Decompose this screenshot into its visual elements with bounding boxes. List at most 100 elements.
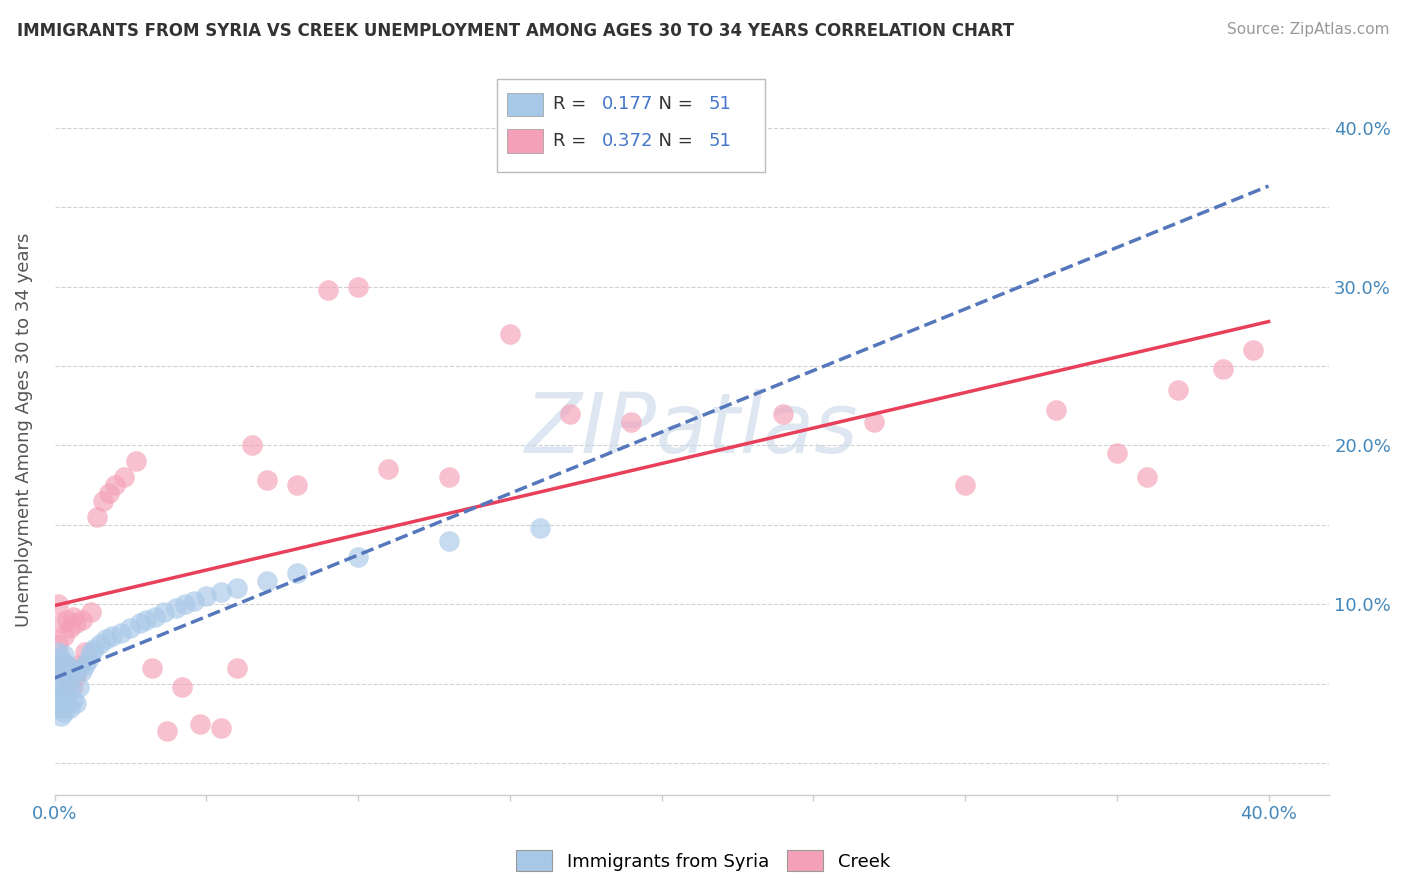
Point xyxy=(188,716,211,731)
Point xyxy=(65,664,87,678)
Point xyxy=(225,661,247,675)
Point xyxy=(49,692,72,706)
Point xyxy=(953,478,976,492)
Point xyxy=(80,605,103,619)
Point xyxy=(183,594,205,608)
Point xyxy=(65,696,87,710)
Point xyxy=(560,407,582,421)
Point xyxy=(46,677,69,691)
Point xyxy=(1166,383,1188,397)
Point xyxy=(49,664,72,678)
Point xyxy=(62,692,84,706)
Text: Source: ZipAtlas.com: Source: ZipAtlas.com xyxy=(1226,22,1389,37)
Point xyxy=(46,664,69,678)
Point xyxy=(285,478,308,492)
Point xyxy=(55,677,77,691)
Point xyxy=(170,680,193,694)
Point xyxy=(55,696,77,710)
Point xyxy=(1212,362,1234,376)
Point xyxy=(98,486,121,500)
Point xyxy=(86,510,108,524)
Point xyxy=(65,669,87,683)
Point xyxy=(211,584,233,599)
Point xyxy=(89,637,111,651)
Point xyxy=(110,626,132,640)
Point xyxy=(49,677,72,691)
Point xyxy=(863,415,886,429)
Point xyxy=(437,533,460,548)
Point xyxy=(347,279,370,293)
Point xyxy=(62,680,84,694)
Point xyxy=(620,415,643,429)
Point xyxy=(156,724,179,739)
Text: R =: R = xyxy=(553,132,592,150)
Text: 51: 51 xyxy=(709,95,731,113)
Point xyxy=(59,661,82,675)
Point xyxy=(73,645,96,659)
Text: ZIPatlas: ZIPatlas xyxy=(524,389,859,470)
Point xyxy=(77,653,100,667)
Point xyxy=(225,582,247,596)
Point xyxy=(55,677,77,691)
Point xyxy=(195,590,218,604)
Point xyxy=(55,657,77,672)
Point xyxy=(52,685,75,699)
Point xyxy=(377,462,399,476)
Point xyxy=(211,722,233,736)
Point xyxy=(1241,343,1264,357)
Point xyxy=(52,706,75,720)
Point xyxy=(1045,403,1067,417)
Text: IMMIGRANTS FROM SYRIA VS CREEK UNEMPLOYMENT AMONG AGES 30 TO 34 YEARS CORRELATIO: IMMIGRANTS FROM SYRIA VS CREEK UNEMPLOYM… xyxy=(17,22,1014,40)
Point xyxy=(59,621,82,635)
Point xyxy=(62,664,84,678)
Point xyxy=(772,407,794,421)
Point xyxy=(73,657,96,672)
Point xyxy=(529,521,551,535)
Point xyxy=(62,610,84,624)
Point xyxy=(240,438,263,452)
Text: 51: 51 xyxy=(709,132,731,150)
Point xyxy=(52,648,75,663)
Point xyxy=(285,566,308,580)
Point xyxy=(59,680,82,694)
Point xyxy=(499,327,522,342)
Point xyxy=(55,613,77,627)
Point xyxy=(46,700,69,714)
Point xyxy=(46,645,69,659)
Text: N =: N = xyxy=(647,95,699,113)
Point xyxy=(174,598,197,612)
Text: N =: N = xyxy=(647,132,699,150)
Point xyxy=(143,610,166,624)
Point xyxy=(59,661,82,675)
Point xyxy=(52,629,75,643)
Point xyxy=(104,478,127,492)
Point xyxy=(256,474,278,488)
Point xyxy=(67,680,90,694)
Point xyxy=(681,147,703,161)
Point xyxy=(65,616,87,631)
Point xyxy=(49,616,72,631)
Point xyxy=(256,574,278,588)
Point xyxy=(46,653,69,667)
Point xyxy=(141,661,163,675)
Point xyxy=(49,653,72,667)
Point xyxy=(49,708,72,723)
Point xyxy=(46,664,69,678)
Point xyxy=(46,637,69,651)
Point xyxy=(316,283,339,297)
Point xyxy=(112,470,135,484)
Point xyxy=(59,700,82,714)
Point xyxy=(52,669,75,683)
Point xyxy=(49,653,72,667)
Point xyxy=(94,632,117,647)
Point xyxy=(83,641,105,656)
Point xyxy=(67,657,90,672)
Point xyxy=(135,613,157,627)
Legend: Immigrants from Syria, Creek: Immigrants from Syria, Creek xyxy=(509,843,897,879)
Text: 0.372: 0.372 xyxy=(602,132,652,150)
Text: R =: R = xyxy=(553,95,592,113)
Point xyxy=(1136,470,1159,484)
Point xyxy=(52,669,75,683)
Point xyxy=(46,598,69,612)
Point xyxy=(80,645,103,659)
